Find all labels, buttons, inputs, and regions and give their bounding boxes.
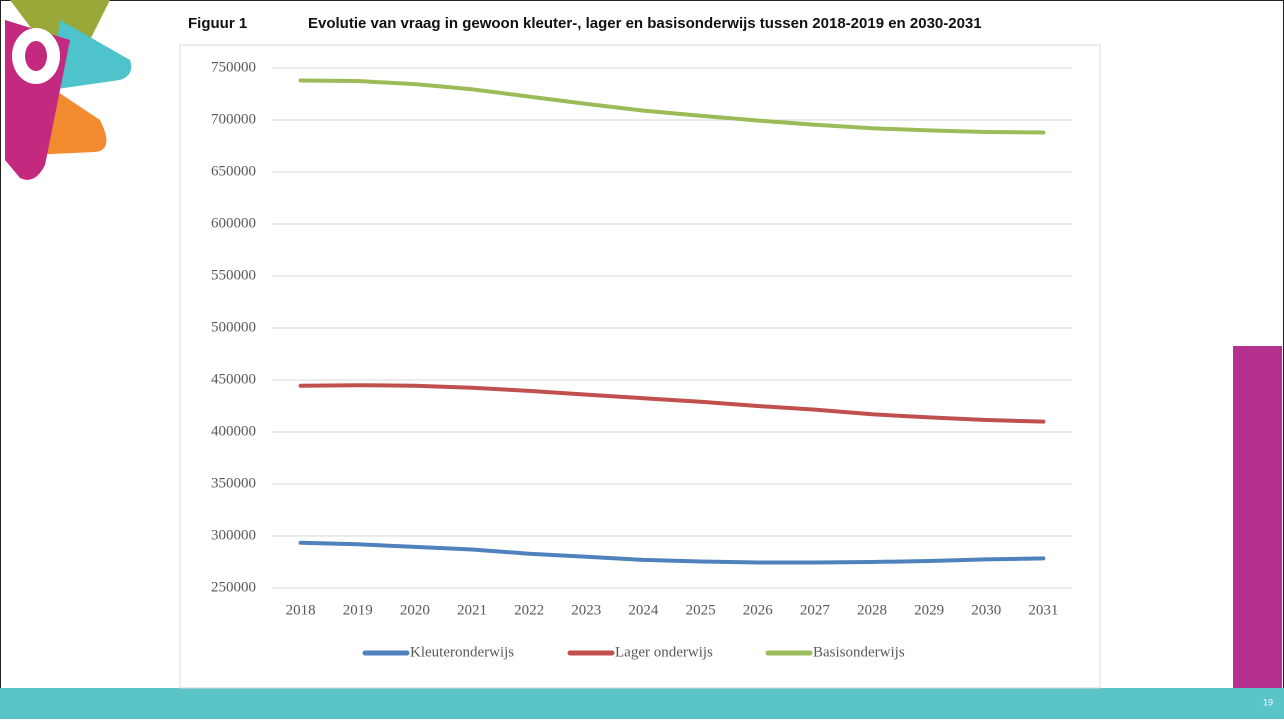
x-tick-label: 2023 — [571, 602, 601, 618]
y-tick-label: 550000 — [211, 267, 256, 283]
series-line — [298, 540, 1046, 565]
y-tick-label: 250000 — [211, 579, 256, 595]
y-tick-label: 500000 — [211, 319, 256, 335]
chart-area — [179, 44, 1101, 689]
y-tick-label: 650000 — [211, 163, 256, 179]
y-tick-label: 350000 — [211, 475, 256, 491]
logo — [5, 0, 132, 180]
y-tick-label: 750000 — [211, 59, 256, 75]
y-tick-label: 450000 — [211, 371, 256, 387]
x-tick-label: 2028 — [857, 602, 887, 618]
figure-label: Figuur 1 — [188, 15, 247, 32]
y-tick-label: 600000 — [211, 215, 256, 231]
x-tick-label: 2031 — [1028, 602, 1058, 618]
slide-number: 19 — [1263, 697, 1273, 707]
chart-title: Evolutie van vraag in gewoon kleuter-, l… — [308, 15, 982, 32]
legend-label: Lager onderwijs — [615, 644, 713, 660]
x-tick-label: 2027 — [800, 602, 831, 618]
x-tick-label: 2024 — [628, 602, 659, 618]
x-tick-label: 2030 — [971, 602, 1001, 618]
x-tick-label: 2025 — [686, 602, 716, 618]
x-tick-label: 2026 — [743, 602, 774, 618]
bottom-bar — [0, 688, 1284, 719]
series-line — [298, 383, 1046, 424]
series-line — [298, 78, 1046, 135]
x-tick-label: 2018 — [286, 602, 316, 618]
x-tick-label: 2029 — [914, 602, 944, 618]
x-tick-label: 2022 — [514, 602, 544, 618]
y-tick-label: 300000 — [211, 527, 256, 543]
x-tick-label: 2021 — [457, 602, 487, 618]
x-tick-label: 2020 — [400, 602, 430, 618]
legend-label: Kleuteronderwijs — [410, 644, 514, 660]
legend-label: Basisonderwijs — [813, 644, 905, 660]
y-tick-label: 400000 — [211, 423, 256, 439]
y-tick-label: 700000 — [211, 111, 256, 127]
x-tick-label: 2019 — [343, 602, 373, 618]
side-bar — [1233, 346, 1282, 688]
